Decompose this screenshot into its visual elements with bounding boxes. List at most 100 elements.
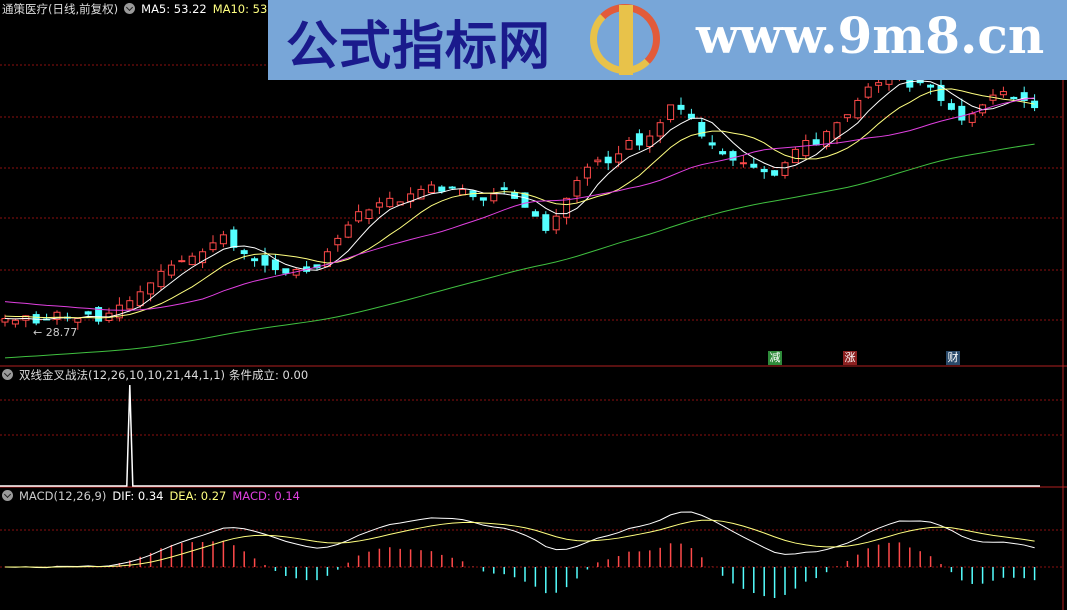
- candle-up: [739, 162, 747, 165]
- ma5-line: [4, 80, 1035, 320]
- candle-down: [708, 142, 716, 146]
- candle-up: [791, 148, 799, 164]
- dropdown-icon[interactable]: [2, 369, 13, 380]
- candle-down: [95, 307, 103, 322]
- candle-down: [698, 122, 706, 137]
- macd-value: MACD: 0.14: [232, 489, 300, 503]
- candle-down: [635, 133, 643, 146]
- stock-title: 通策医疗(日线,前复权): [2, 2, 119, 16]
- candle-up: [843, 114, 851, 119]
- ma10-line: [4, 88, 1035, 319]
- candle-up: [646, 135, 654, 147]
- candle-down: [604, 156, 612, 164]
- candle-down: [687, 113, 695, 119]
- candle-up: [219, 234, 227, 245]
- low-price-label: ← 28.77: [33, 326, 78, 339]
- candle-down: [261, 255, 269, 266]
- candle-up: [802, 140, 810, 157]
- indicator-title: 双线金叉战法(12,26,10,10,21,44,1,1): [19, 368, 225, 382]
- candle-down: [521, 192, 529, 208]
- candle-down: [958, 105, 966, 121]
- candle-up: [594, 159, 602, 163]
- candle-down: [251, 258, 259, 262]
- candle-down: [947, 103, 955, 110]
- candle-up: [427, 184, 435, 194]
- signal-label: 涨: [844, 351, 856, 364]
- candle-up: [375, 202, 383, 208]
- candle-up: [147, 282, 155, 295]
- candle-up: [136, 291, 144, 307]
- candle-up: [365, 209, 373, 219]
- candle-down: [729, 151, 737, 161]
- candle-down: [84, 311, 92, 315]
- candle-up: [490, 193, 498, 202]
- candle-up: [573, 180, 581, 197]
- candle-down: [760, 168, 768, 173]
- signal-wealth: 财: [946, 351, 960, 365]
- candle-down: [1031, 100, 1039, 109]
- candle-down: [812, 139, 820, 146]
- candle-up: [334, 237, 342, 246]
- candle-up: [126, 300, 134, 310]
- candle-down: [500, 187, 508, 190]
- candle-up: [115, 304, 123, 319]
- candle-down: [531, 211, 539, 217]
- candle-up: [157, 270, 165, 288]
- candle-up: [209, 242, 217, 251]
- candle-up: [355, 211, 363, 222]
- candle-up: [625, 140, 633, 150]
- ma10-value: MA10: 53.6: [212, 2, 279, 16]
- candle-up: [552, 215, 560, 231]
- signal-reduce: 减: [768, 351, 782, 365]
- watermark-logo: [590, 4, 660, 75]
- candle-down: [1010, 96, 1018, 100]
- candle-down: [479, 197, 487, 201]
- macd-header: MACD(12,26,9) DIF: 0.34 DEA: 0.27 MACD: 0.1…: [2, 488, 306, 504]
- ma60-line: [4, 143, 1035, 359]
- macd-title: MACD(12,26,9): [19, 489, 107, 503]
- signal-label: 财: [947, 351, 959, 364]
- dea-value: DEA: 0.27: [169, 489, 227, 503]
- candle-down: [906, 78, 914, 88]
- ma5-value: MA5: 53.22: [141, 2, 207, 16]
- candle-up: [583, 166, 591, 179]
- candle-down: [927, 84, 935, 88]
- candle-up: [167, 264, 175, 276]
- candle-up: [667, 104, 675, 121]
- candle-down: [240, 250, 248, 255]
- candle-up: [656, 122, 664, 137]
- dropdown-icon[interactable]: [124, 3, 136, 14]
- candle-up: [417, 188, 425, 200]
- candle-up: [968, 113, 976, 123]
- candle-up: [11, 319, 19, 325]
- candle-down: [282, 268, 290, 274]
- condition-value: 条件成立: 0.00: [229, 368, 309, 382]
- dif-line: [4, 511, 1035, 569]
- dif-value: DIF: 0.34: [112, 489, 164, 503]
- candle-down: [448, 186, 456, 189]
- main-header: 通策医疗(日线,前复权) MA5: 53.22 MA10: 53.6: [2, 1, 284, 17]
- candle-down: [750, 163, 758, 168]
- candle-up: [199, 251, 207, 264]
- watermark-banner: 公式指标网 www.9m8.cn: [268, 0, 1067, 80]
- dropdown-icon[interactable]: [2, 490, 13, 501]
- candle-up: [864, 86, 872, 98]
- candle-down: [271, 259, 279, 271]
- signal-line: [0, 384, 1040, 487]
- candle-up: [74, 318, 82, 323]
- candle-up: [386, 197, 394, 208]
- candle-up: [563, 197, 571, 218]
- candle-up: [854, 99, 862, 119]
- indicator-header: 双线金叉战法(12,26,10,10,21,44,1,1) 条件成立: 0.00: [2, 367, 314, 383]
- watermark-text: 公式指标网: [286, 17, 552, 77]
- candle-up: [999, 91, 1007, 96]
- low-price-value: 28.77: [45, 326, 78, 339]
- candle-down: [937, 84, 945, 101]
- candle-up: [53, 311, 61, 320]
- candle-down: [230, 229, 238, 248]
- candle-down: [719, 151, 727, 155]
- signal-rise: 涨: [843, 351, 857, 365]
- candle-down: [771, 170, 779, 176]
- dea-line: [4, 519, 1035, 568]
